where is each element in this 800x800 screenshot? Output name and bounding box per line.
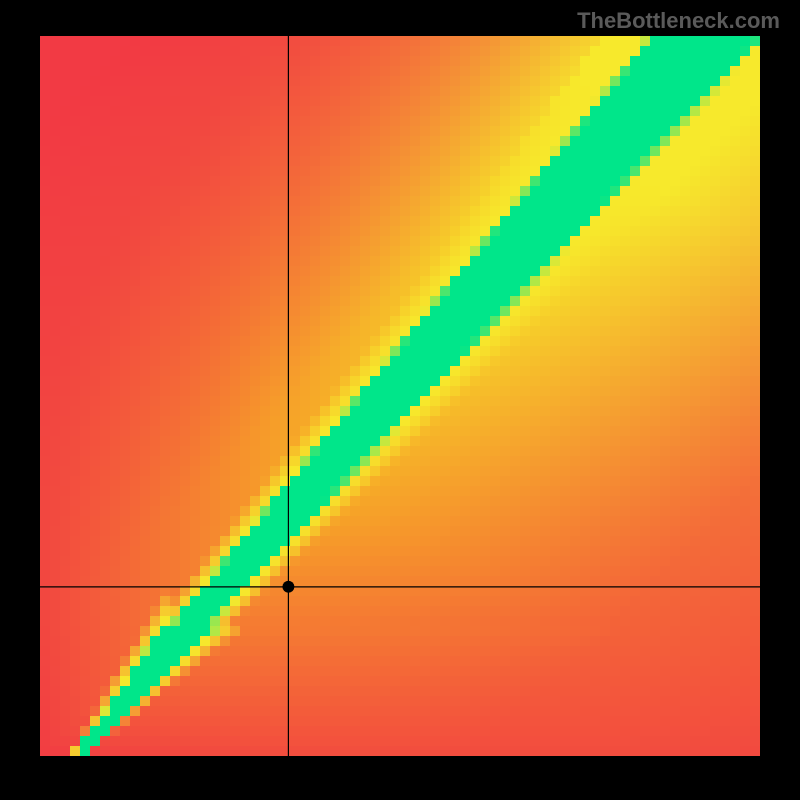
chart-container: TheBottleneck.com — [0, 0, 800, 800]
bottleneck-heatmap — [0, 0, 800, 800]
watermark-text: TheBottleneck.com — [577, 8, 780, 34]
